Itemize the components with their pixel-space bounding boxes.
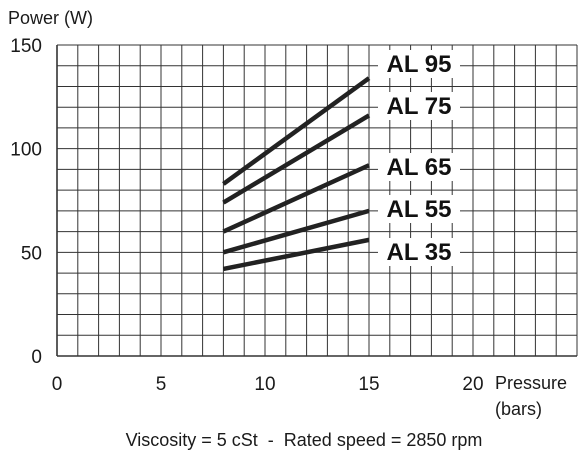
series-label-background xyxy=(378,238,460,266)
series-label: AL 75 xyxy=(387,93,452,120)
x-tick-label: 10 xyxy=(254,374,275,395)
series-label-background xyxy=(378,92,460,120)
x-tick-label: 0 xyxy=(52,374,63,395)
series-label-background xyxy=(378,153,460,181)
tick-labels: 0 5 10 15 20 0 50 100 150 xyxy=(10,36,483,395)
chart-caption: Viscosity = 5 cSt - Rated speed = 2850 r… xyxy=(126,430,483,450)
series-label: AL 95 xyxy=(387,51,452,78)
series-line xyxy=(222,237,370,272)
y-tick-label: 150 xyxy=(10,36,42,57)
series-label-background xyxy=(378,50,460,78)
series-line xyxy=(222,208,370,255)
x-tick-label: 5 xyxy=(156,374,167,395)
series-label: AL 55 xyxy=(387,196,452,223)
series-label: AL 65 xyxy=(387,154,452,181)
y-tick-label: 50 xyxy=(21,243,42,264)
x-tick-label: 15 xyxy=(358,374,379,395)
x-axis-title: Pressure xyxy=(495,373,567,393)
x-tick-label: 20 xyxy=(462,374,483,395)
series-label: AL 35 xyxy=(387,239,452,266)
grid xyxy=(56,44,578,357)
series-line xyxy=(222,76,371,186)
y-tick-label: 0 xyxy=(31,347,42,368)
series-label-background xyxy=(378,195,460,223)
x-axis-unit: (bars) xyxy=(495,399,542,419)
y-axis-title: Power (W) xyxy=(8,8,93,28)
series-line xyxy=(222,163,370,234)
series-line xyxy=(222,113,371,205)
y-tick-label: 100 xyxy=(10,140,42,161)
series-lines: AL 95 AL 75 AL 65 AL 55 AL 35 xyxy=(222,50,460,272)
